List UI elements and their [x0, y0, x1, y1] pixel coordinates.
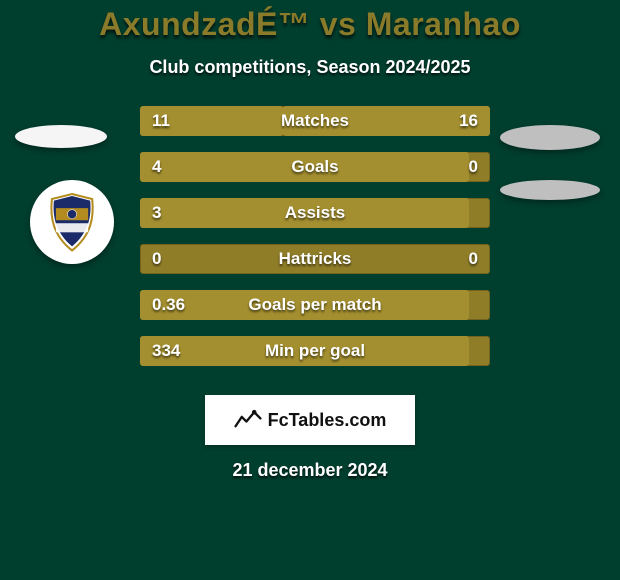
date-label: 21 december 2024: [0, 460, 620, 481]
bar-value-right: 0: [469, 244, 478, 274]
bar-value-right: 16: [459, 106, 478, 136]
bar-value-left: 334: [152, 336, 180, 366]
brand-link[interactable]: FcTables.com: [205, 395, 415, 445]
bar-label: Goals per match: [140, 290, 490, 320]
bar-label: Goals: [140, 152, 490, 182]
stat-row: Hattricks0 0: [140, 244, 490, 274]
brand-logo-icon: [234, 409, 262, 431]
bar-value-left: 3: [152, 198, 161, 228]
bar-label: Matches: [140, 106, 490, 136]
stat-row: Goals per match0.36: [140, 290, 490, 320]
bar-label: Hattricks: [140, 244, 490, 274]
comparison-bars: Matches1116Goals40Assists3Hattricks00Goa…: [0, 106, 620, 366]
stat-row: Assists3: [140, 198, 490, 228]
stat-row: Goals4 0: [140, 152, 490, 182]
stat-row: Min per goal334: [140, 336, 490, 366]
stat-row: Matches11 16: [140, 106, 490, 136]
bar-value-left: 11: [152, 106, 170, 136]
bar-label: Assists: [140, 198, 490, 228]
bar-value-left: 4: [152, 152, 161, 182]
bar-value-left: 0.36: [152, 290, 185, 320]
brand-label: FcTables.com: [268, 410, 387, 431]
bar-value-right: 0: [469, 152, 478, 182]
subtitle: Club competitions, Season 2024/2025: [0, 57, 620, 78]
bar-value-left: 0: [152, 244, 161, 274]
page-title: AxundzadÉ™ vs Maranhao: [0, 6, 620, 43]
comparison-card: AxundzadÉ™ vs Maranhao Club competitions…: [0, 0, 620, 366]
bar-label: Min per goal: [140, 336, 490, 366]
